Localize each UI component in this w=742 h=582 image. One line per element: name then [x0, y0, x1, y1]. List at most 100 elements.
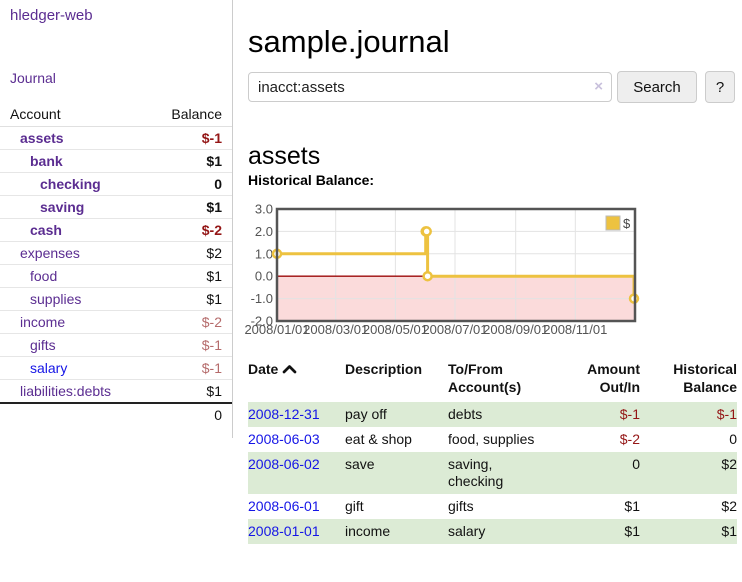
transaction-balance: $-1: [716, 406, 737, 422]
account-row: supplies $1: [0, 288, 232, 311]
svg-text:0.0: 0.0: [255, 269, 273, 284]
account-link-supplies[interactable]: supplies: [30, 291, 82, 307]
transaction-accounts: gifts: [448, 498, 474, 514]
transaction-amount: 0: [632, 456, 640, 472]
account-balance: $-2: [201, 314, 222, 330]
clear-search-icon[interactable]: ×: [594, 78, 603, 95]
transaction-accounts: salary: [448, 523, 486, 539]
transaction-date-link[interactable]: 2008-06-01: [248, 498, 320, 514]
search-box: ×: [248, 72, 612, 102]
account-balance: $1: [206, 153, 222, 169]
transaction-description: eat & shop: [345, 431, 412, 447]
transaction-accounts: food, supplies: [448, 431, 535, 447]
transaction-accounts: saving, checking: [448, 456, 504, 489]
transaction-date-link[interactable]: 2008-12-31: [248, 406, 320, 422]
help-button[interactable]: ?: [705, 71, 735, 103]
transaction-description: pay off: [345, 406, 387, 422]
account-row: cash $-2: [0, 219, 232, 242]
search-button[interactable]: Search: [617, 71, 697, 103]
account-heading: assets: [248, 141, 321, 170]
transaction-amount: $-1: [619, 406, 640, 422]
register-row: 2008-06-02 save saving, checking 0 $2: [248, 452, 737, 494]
account-row: income $-2: [0, 311, 232, 334]
account-link-assets[interactable]: assets: [20, 130, 64, 146]
account-balance: $-1: [201, 337, 222, 353]
register-header-row: Date Description To/From Account(s) Amou…: [248, 358, 737, 402]
account-link-saving[interactable]: saving: [40, 199, 85, 215]
accounts-panel: Account Balance assets $-1 bank $1 checking 0…: [0, 103, 232, 423]
svg-text:2008/01/01: 2008/01/01: [244, 322, 309, 337]
sort-ascending-icon: [283, 365, 297, 374]
accounts-header-balance: Balance: [171, 106, 222, 122]
account-row: expenses $2: [0, 242, 232, 265]
account-balance: $1: [206, 199, 222, 215]
page-title: sample.journal: [248, 23, 450, 59]
transaction-date-link[interactable]: 2008-06-03: [248, 431, 320, 447]
register-row: 2008-06-03 eat & shop food, supplies $-2 0: [248, 427, 737, 452]
app-brand-link[interactable]: hledger-web: [10, 7, 93, 24]
account-link-bank[interactable]: bank: [30, 153, 63, 169]
accounts-list: assets $-1 bank $1 checking 0 saving $1 cash $-2 e…: [0, 127, 232, 402]
account-link-gifts[interactable]: gifts: [30, 337, 56, 353]
svg-text:2008/09/01: 2008/09/01: [483, 322, 548, 337]
transaction-accounts: debts: [448, 406, 483, 422]
account-balance: $1: [206, 383, 222, 399]
svg-text:$: $: [623, 216, 631, 231]
account-balance: $-1: [201, 130, 222, 146]
transaction-description: gift: [345, 498, 364, 514]
transaction-description: save: [345, 456, 375, 472]
search-input[interactable]: [248, 72, 612, 102]
transaction-amount: $-2: [619, 431, 640, 447]
svg-text:2008/07/01: 2008/07/01: [422, 322, 487, 337]
svg-text:2008/03/01: 2008/03/01: [303, 322, 368, 337]
account-row: liabilities:debts $1: [0, 380, 232, 402]
chart-svg: 2008/01/012008/03/012008/05/012008/07/01…: [244, 202, 640, 337]
account-row: salary $-1: [0, 357, 232, 380]
account-row: assets $-1: [0, 127, 232, 150]
account-balance: $-2: [201, 222, 222, 238]
transaction-date-link[interactable]: 2008-01-01: [248, 523, 320, 539]
account-balance: 0: [214, 176, 222, 192]
account-balance: $1: [206, 291, 222, 307]
account-link-liabilities-debts[interactable]: liabilities:debts: [20, 383, 112, 399]
account-row: saving $1: [0, 196, 232, 219]
account-link-expenses[interactable]: expenses: [20, 245, 80, 261]
accounts-total-value: 0: [214, 407, 222, 423]
transaction-date-link[interactable]: 2008-06-02: [248, 456, 320, 472]
svg-text:1.0: 1.0: [255, 246, 273, 261]
account-link-food[interactable]: food: [30, 268, 58, 284]
accounts-header-row: Account Balance: [0, 103, 232, 127]
register-header-accounts: To/From Account(s): [448, 361, 522, 395]
sidebar-item-journal[interactable]: Journal: [10, 70, 56, 86]
register-row: 2008-12-31 pay off debts $-1 $-1: [248, 402, 737, 427]
register-header-date-label: Date: [248, 361, 279, 377]
accounts-total-row: 0: [0, 402, 232, 423]
historical-balance-chart: 2008/01/01 2008/03/01 2008/05/01 2008/07/01…: [240, 200, 642, 342]
account-row: checking 0: [0, 173, 232, 196]
register-header-description: Description: [345, 361, 423, 377]
account-row: food $1: [0, 265, 232, 288]
register-header-date[interactable]: Date: [248, 358, 345, 402]
account-link-checking[interactable]: checking: [40, 176, 101, 192]
account-row: gifts $-1: [0, 334, 232, 357]
account-link-income[interactable]: income: [20, 314, 66, 330]
account-balance: $2: [206, 245, 222, 261]
accounts-header-account: Account: [10, 106, 61, 122]
register-header-balance: Historical Balance: [673, 361, 737, 395]
transaction-amount: $1: [624, 498, 640, 514]
transaction-balance: 0: [729, 431, 737, 447]
transaction-amount: $1: [624, 523, 640, 539]
transaction-balance: $1: [721, 523, 737, 539]
account-link-salary[interactable]: salary: [30, 360, 68, 376]
svg-text:-1.0: -1.0: [251, 291, 273, 306]
sidebar-divider: [232, 0, 233, 438]
account-link-cash[interactable]: cash: [30, 222, 62, 238]
register-row: 2008-01-01 income salary $1 $1: [248, 519, 737, 544]
transaction-description: income: [345, 523, 391, 539]
account-row: bank $1: [0, 150, 232, 173]
svg-text:2008/05/01: 2008/05/01: [363, 322, 428, 337]
svg-text:2.0: 2.0: [255, 224, 273, 239]
transaction-balance: $2: [721, 456, 737, 472]
register-row: 2008-06-01 gift gifts $1 $2: [248, 494, 737, 519]
